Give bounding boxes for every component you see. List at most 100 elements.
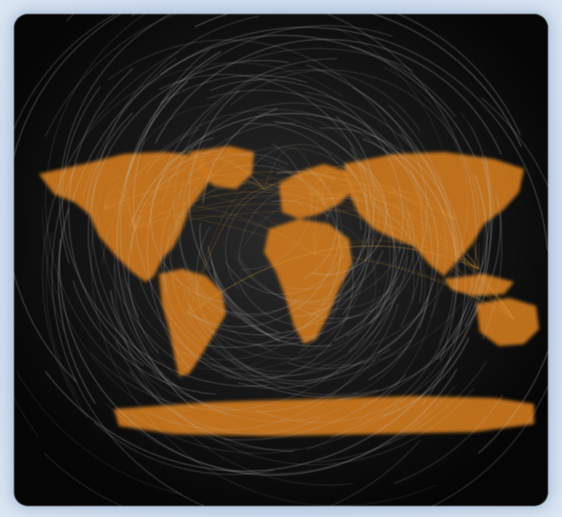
route-arc [305,116,380,305]
route-arc [97,214,184,366]
route-connection [373,198,515,320]
route-arc [201,122,297,159]
route-connection [103,191,315,255]
route-arc [314,224,411,325]
route-arc [316,361,487,463]
route-arc [87,60,290,387]
route-connection [313,253,515,320]
greenland [189,146,254,189]
route-arc [161,102,423,206]
route-arc [223,374,406,441]
route-arc [90,192,436,506]
route-connection [263,172,480,270]
route-connection [308,183,455,220]
route-arc [326,14,477,342]
route-connection [313,241,480,270]
route-arc [430,188,447,318]
route-arc [173,69,421,232]
route-arc [367,296,429,381]
route-arc [59,14,172,264]
route-arc [230,360,359,396]
route-arc [170,184,344,376]
route-arc [236,251,390,311]
route-arc [334,246,406,342]
route-arc [238,282,296,326]
route-connection [133,209,455,230]
route-arc [284,277,343,290]
route-arc [181,267,303,317]
route-arc [370,66,468,346]
route-connection [373,191,455,220]
route-connection [308,193,480,270]
route-arc [278,211,410,305]
route-arc [159,74,308,104]
route-connection [103,202,315,255]
route-arc [238,190,282,259]
routes-layer [14,14,548,506]
route-connection [133,191,325,230]
route-arc [297,201,415,319]
route-arc [182,291,309,388]
route-arc [319,127,460,259]
route-arc [129,371,294,452]
route-connection [308,193,515,320]
route-arc [179,207,251,321]
route-arc [116,80,194,409]
route-connection [308,166,375,200]
route-arc [332,26,443,149]
route-arc [210,259,332,347]
route-arc [204,148,368,348]
route-arc [131,168,187,254]
route-connection [263,148,325,205]
route-arc [273,120,395,352]
route-arc [187,276,398,360]
route-connection [308,187,325,205]
route-arc [46,232,80,400]
route-arc [126,263,368,370]
route-connection [103,208,315,255]
route-connection [308,193,515,320]
route-arc [113,264,353,486]
route-connection [103,187,135,230]
route-arc [306,64,458,361]
route-arc [482,193,503,340]
route-arc [306,277,440,451]
route-arc [14,396,39,438]
route-arc [42,206,299,450]
route-connection [263,188,515,320]
route-arc [179,173,269,350]
route-arc [93,422,274,475]
route-arc [106,385,456,475]
route-arc [303,306,426,382]
route-arc [245,144,358,185]
route-arc [42,50,180,418]
route-arc [68,68,144,367]
route-connection [313,239,515,320]
route-arc [400,133,466,406]
route-arc [90,297,393,411]
north-america [39,152,214,282]
route-connection [263,188,480,270]
route-connection [103,171,455,220]
route-arc [224,240,354,381]
route-arc [213,272,350,339]
route-arc [362,192,397,325]
route-arc [477,349,548,454]
route-arc [110,290,164,375]
route-arc [349,45,456,117]
route-arc [146,128,200,174]
route-arc [109,290,475,466]
route-arc [51,162,205,506]
route-connection [133,215,315,255]
route-connection [133,175,265,230]
route-connection [313,185,375,255]
route-arc [346,87,428,337]
route-arc [43,439,421,506]
route-arc [464,174,488,327]
route-connection [103,168,310,210]
route-connection [188,186,265,315]
route-arc [257,112,390,324]
route-connection [323,190,375,205]
route-arc [389,181,415,300]
route-arc [154,150,219,189]
